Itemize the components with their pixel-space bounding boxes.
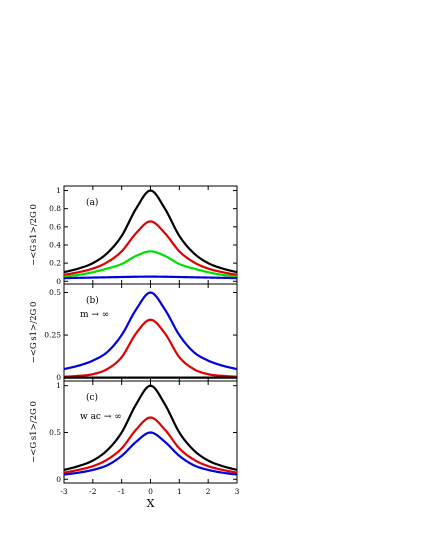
panel-3-ytick-label: 0.5: [49, 428, 61, 437]
panel-3-xtick-label: 3: [235, 487, 240, 496]
panel-3-annotation: w ac → ∞: [80, 412, 122, 422]
panel-3-ylabel: −<G s1>/2G 0: [29, 401, 39, 463]
panel-1-series-4-line: [63, 275, 238, 280]
panel-2-label: (b): [86, 295, 99, 306]
panel-3-xtick-label: 2: [206, 487, 211, 496]
panel-3-xtick-label: 0: [148, 487, 153, 496]
panel-1-ytick-label: 0.6: [49, 222, 61, 231]
panel-1: 0 0.2 0.4 0.6 0.8 1 (a) −<G s1>/2G 0: [29, 185, 238, 286]
panel-2-series-1-line: [63, 291, 238, 371]
panel-3-xtick-label: -2: [89, 487, 97, 496]
panel-1-ytick-label: 0.4: [49, 240, 61, 249]
panel-3-xtick-label: 1: [177, 487, 182, 496]
panel-2-ytick-label: 0.25: [44, 331, 61, 340]
panel-3-series-2-line: [63, 416, 238, 474]
panel-3-label: (c): [86, 392, 98, 403]
panel-3-xtick-label: -1: [118, 487, 125, 496]
panel-3: 0 0.5 1 (c) w ac → ∞ −<G s1>/2G 0 -3 -2 -1 0 1 2 3 X: [29, 380, 240, 510]
panel-2-annotation: m → ∞: [80, 310, 109, 320]
panel-1-ytick-label: 0.8: [49, 204, 61, 213]
panel-1-ytick-label: 0.2: [49, 259, 61, 268]
panel-2: 0 0.25 0.5 (b) m → ∞ −<G s1>/2G 0: [29, 283, 238, 382]
panel-3-xtick-label: -3: [60, 487, 68, 496]
panel-1-ytick-label: 0: [56, 277, 61, 286]
panel-1-series-1-line: [63, 189, 238, 274]
panel-2-ytick-label: 0.5: [49, 288, 61, 297]
panel-3-series-1-line: [63, 384, 238, 471]
panel-3-ytick-label: 1: [56, 381, 61, 390]
panel-1-label: (a): [86, 197, 98, 208]
panel-1-ytick-label: 1: [56, 186, 61, 195]
panel-3-series-3-line: [63, 431, 238, 476]
panel-2-series-2-line: [63, 318, 238, 378]
panel-3-xlabel: X: [147, 497, 155, 510]
panel-3-ytick-label: 0: [56, 475, 61, 484]
panel-1-ylabel: −<G s1>/2G 0: [29, 204, 39, 266]
panel-1-series-3-line: [63, 250, 238, 278]
panel-2-ylabel: −<G s1>/2G 0: [29, 302, 39, 364]
panel-1-series-2-line: [63, 220, 238, 277]
panel-2-ytick-label: 0: [56, 373, 61, 382]
